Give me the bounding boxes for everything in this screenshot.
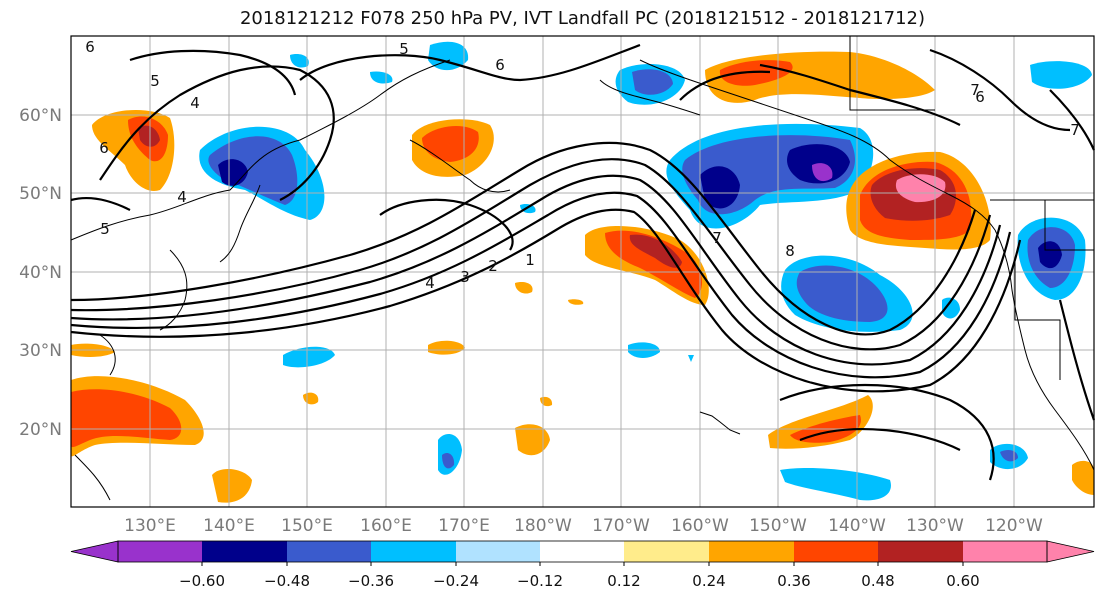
lat-label: 30°N bbox=[19, 341, 62, 361]
colorbar-swatch bbox=[624, 541, 709, 562]
lon-label: 170°W bbox=[592, 516, 650, 536]
colorbar-swatch bbox=[202, 541, 287, 562]
lon-label: 130°E bbox=[124, 516, 176, 536]
contour-label: 6 bbox=[99, 139, 109, 157]
positive-anomaly-southwest bbox=[71, 282, 1094, 503]
contour-label: 5 bbox=[399, 40, 409, 58]
map-frame bbox=[70, 35, 1095, 508]
colorbar-tick-label: 0.60 bbox=[946, 572, 979, 590]
lat-label: 40°N bbox=[19, 263, 62, 283]
colorbar-swatch bbox=[540, 541, 624, 562]
colorbar-frame bbox=[117, 540, 1048, 563]
lon-label: 160°W bbox=[671, 516, 729, 536]
ivt-contours bbox=[70, 43, 1096, 481]
longitude-labels: 130°E 140°E 150°E 160°E 170°E 180°W 170°W 160°W… bbox=[124, 516, 1043, 536]
lat-label: 20°N bbox=[19, 420, 62, 440]
colorbar-tick-label: −0.24 bbox=[433, 572, 479, 590]
colorbar-tick-label: −0.60 bbox=[179, 572, 225, 590]
lon-label: 150°W bbox=[749, 516, 807, 536]
map-title: 2018121212 F078 250 hPa PV, IVT Landfall… bbox=[239, 8, 926, 29]
contour-label: 3 bbox=[460, 268, 470, 286]
lon-label: 140°W bbox=[828, 516, 886, 536]
colorbar-max-extend bbox=[1046, 540, 1095, 563]
latitude-labels: 60°N 50°N 40°N 30°N 20°N bbox=[19, 106, 62, 440]
contour-label: 6 bbox=[975, 88, 985, 106]
lon-label: 170°E bbox=[438, 516, 490, 536]
contour-label: 7 bbox=[970, 81, 980, 99]
colorbar-swatch bbox=[287, 541, 371, 562]
lat-label: 60°N bbox=[19, 106, 62, 126]
contour-label: 6 bbox=[495, 56, 505, 74]
lat-label: 50°N bbox=[19, 184, 62, 204]
contour-label: 4 bbox=[425, 274, 435, 292]
anomaly-shading bbox=[71, 41, 1094, 503]
colorbar-tick-label: −0.12 bbox=[517, 572, 563, 590]
contour-label: 4 bbox=[177, 188, 187, 206]
contour-label: 8 bbox=[785, 242, 795, 260]
positive-anomaly-west bbox=[92, 109, 494, 191]
contour-label: 5 bbox=[100, 220, 110, 238]
contour-label: 4 bbox=[190, 94, 200, 112]
negative-anomaly-small bbox=[283, 41, 1092, 501]
positive-anomaly-alaska-coast bbox=[846, 151, 991, 250]
colorbar-swatch bbox=[118, 541, 202, 562]
colorbar-swatch bbox=[794, 541, 878, 562]
colorbar-tick-label: 0.12 bbox=[607, 572, 640, 590]
colorbar-tick-label: −0.36 bbox=[348, 572, 394, 590]
positive-anomaly-central-pacific bbox=[585, 225, 709, 305]
contour-label: 7 bbox=[712, 229, 722, 247]
colorbar-tick-label: 0.24 bbox=[692, 572, 725, 590]
contour-label: 6 bbox=[85, 38, 95, 56]
lon-label: 130°W bbox=[906, 516, 964, 536]
coastlines bbox=[70, 59, 1095, 501]
contour-label: 7 bbox=[1070, 121, 1080, 139]
lon-label: 120°W bbox=[985, 516, 1043, 536]
negative-anomaly-central-pacific bbox=[781, 255, 913, 332]
negative-anomaly-us-west bbox=[1017, 217, 1086, 300]
lon-label: 140°E bbox=[203, 516, 255, 536]
lon-label: 180°W bbox=[514, 516, 572, 536]
negative-anomaly-kuril bbox=[199, 126, 325, 220]
colorbar-swatch bbox=[709, 541, 794, 562]
colorbar-swatch bbox=[963, 541, 1047, 562]
colorbar-swatch bbox=[878, 541, 963, 562]
colorbar-min-extend bbox=[70, 540, 119, 563]
colorbar-tick-label: −0.48 bbox=[264, 572, 310, 590]
lon-label: 150°E bbox=[281, 516, 333, 536]
colorbar-tick-label: 0.36 bbox=[777, 572, 810, 590]
lon-label: 160°E bbox=[360, 516, 412, 536]
colorbar: −0.60 −0.48 −0.36 −0.24 −0.12 0.12 0.24 0.36 0.4… bbox=[70, 540, 1095, 590]
contour-label: 2 bbox=[488, 257, 498, 275]
negative-anomaly-gulf-of-alaska bbox=[666, 123, 874, 229]
colorbar-swatch bbox=[371, 541, 456, 562]
borders bbox=[849, 36, 1094, 380]
contour-label: 1 bbox=[525, 251, 535, 269]
colorbar-tick-label: 0.48 bbox=[861, 572, 894, 590]
contour-label: 5 bbox=[150, 72, 160, 90]
colorbar-swatch bbox=[456, 541, 540, 562]
